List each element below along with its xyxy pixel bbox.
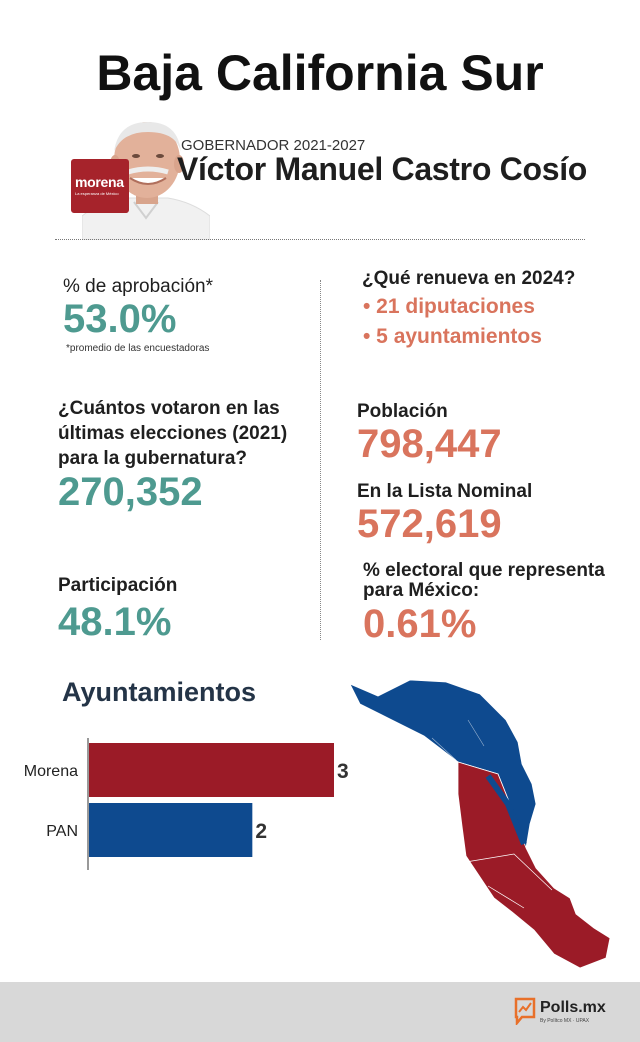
baja-california-sur-map (348, 676, 614, 972)
renews-item: • 5 ayuntamientos (363, 325, 542, 348)
map-region-north (349, 679, 537, 850)
column-divider (320, 280, 321, 640)
governor-name: Víctor Manuel Castro Cosío (177, 151, 588, 187)
population-value: 798,447 (357, 422, 502, 466)
population-label: Población (357, 401, 448, 422)
voters-label-line3: para la gubernatura? (58, 448, 247, 469)
category-label: PAN (46, 823, 78, 840)
category-label: Morena (24, 763, 78, 780)
approval-value: 53.0% (63, 297, 177, 341)
governor-role: GOBERNADOR 2021-2027 (181, 137, 366, 154)
electoral-label-line1: % electoral que representa (363, 560, 605, 581)
approval-label: % de aprobación* (63, 276, 213, 297)
voters-value: 270,352 (58, 470, 203, 514)
page-title: Baja California Sur (96, 45, 544, 101)
data-label: 3 (337, 760, 349, 783)
electoral-value: 0.61% (363, 602, 477, 646)
polls-logo-icon (514, 997, 536, 1027)
nominal-value: 572,619 (357, 502, 502, 546)
brand-name[interactable]: Polls.mx (540, 999, 606, 1016)
governor-portrait (82, 118, 210, 240)
chart-title: Ayuntamientos (62, 677, 257, 707)
renews-item: • 21 diputaciones (363, 295, 535, 318)
bar-pan (89, 803, 253, 857)
renews-label: ¿Qué renueva en 2024? (362, 268, 576, 289)
bar-morena (89, 743, 334, 797)
party-logo-tagline: La esperanza de México (75, 191, 119, 196)
header-divider (55, 239, 585, 240)
party-logo-name: morena (75, 174, 124, 190)
participation-value: 48.1% (58, 600, 172, 644)
ayuntamientos-bar-chart: Morena 3 PAN 2 (24, 738, 349, 870)
morena-party-logo: morena La esperanza de México (71, 159, 129, 213)
electoral-label-line2: para México: (363, 580, 480, 601)
brand-subtitle: By Polítco MX · UPAX (540, 1018, 590, 1024)
nominal-label: En la Lista Nominal (357, 481, 533, 502)
approval-note: *promedio de las encuestadoras (66, 343, 210, 354)
voters-label-line2: últimas elecciones (2021) (58, 423, 288, 444)
voters-label-line1: ¿Cuántos votaron en las (58, 398, 280, 419)
data-label: 2 (255, 820, 267, 843)
participation-label: Participación (58, 575, 178, 596)
